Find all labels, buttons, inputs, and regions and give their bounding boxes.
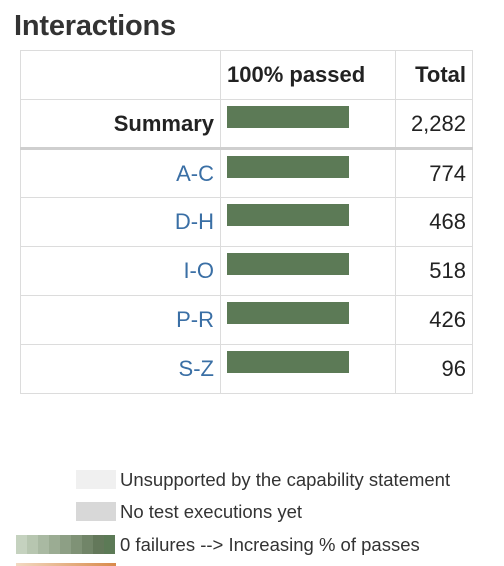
- gradient-step: [60, 535, 71, 554]
- gradient-step: [49, 535, 60, 554]
- row-link-p-r[interactable]: P-R: [176, 307, 214, 332]
- failure-gradient-swatch: [16, 563, 116, 566]
- row-label-cell: P-R: [20, 295, 221, 345]
- row-label-cell: D-H: [20, 197, 221, 247]
- row-total-cell: 518: [395, 246, 473, 296]
- row-bar-cell: [220, 344, 396, 394]
- row-link-s-z[interactable]: S-Z: [178, 356, 214, 381]
- row-link-a-c[interactable]: A-C: [176, 160, 214, 186]
- summary-row: Summary 2,282: [20, 99, 473, 150]
- gradient-step: [38, 535, 49, 554]
- summary-bar-cell: [220, 99, 396, 150]
- table-row: A-C 774: [20, 148, 473, 198]
- gradient-step: [27, 535, 38, 554]
- row-total: 468: [429, 209, 466, 234]
- table-header-row: 100% passed Total: [20, 50, 473, 100]
- row-bar-cell: [220, 148, 396, 198]
- row-bar-cell: [220, 295, 396, 345]
- row-total: 518: [429, 258, 466, 283]
- pass-bar: [227, 302, 349, 325]
- row-label-cell: S-Z: [20, 344, 221, 394]
- page-title: Interactions: [14, 10, 176, 42]
- row-label-cell: I-O: [20, 246, 221, 296]
- gradient-step: [93, 535, 104, 554]
- summary-label: Summary: [113, 110, 214, 136]
- row-total-cell: 468: [395, 197, 473, 247]
- no-exec-swatch: [76, 502, 116, 521]
- row-link-i-o[interactable]: I-O: [183, 258, 214, 283]
- pass-bar: [227, 105, 349, 128]
- summary-total-cell: 2,282: [395, 99, 473, 150]
- gradient-step: [16, 535, 27, 554]
- gradient-step: [82, 535, 93, 554]
- gradient-step: [104, 535, 115, 554]
- interactions-table: 100% passed Total Summary 2,282 A-C 774 …: [20, 50, 473, 394]
- row-total-cell: 96: [395, 344, 473, 394]
- row-total-cell: 426: [395, 295, 473, 345]
- gradient-step: [71, 535, 82, 554]
- row-total: 774: [429, 160, 466, 186]
- pass-bar: [227, 204, 349, 227]
- header-total: Total: [395, 50, 473, 100]
- legend-label-no-exec: No test executions yet: [120, 501, 303, 522]
- row-label-cell: A-C: [20, 148, 221, 198]
- pass-bar: [227, 253, 349, 276]
- row-total-cell: 774: [395, 148, 473, 198]
- pass-bar: [227, 155, 349, 178]
- summary-total: 2,282: [410, 110, 466, 136]
- table-row: S-Z 96: [20, 344, 473, 394]
- row-link-d-h[interactable]: D-H: [174, 209, 214, 234]
- summary-label-cell: Summary: [20, 99, 221, 150]
- header-cell-empty: [20, 50, 221, 100]
- pass-gradient-swatch: [16, 535, 115, 554]
- row-total: 426: [429, 307, 466, 332]
- legend-label-unsupported: Unsupported by the capability statement: [120, 469, 451, 490]
- row-bar-cell: [220, 246, 396, 296]
- legend-label-passes: 0 failures --> Increasing % of passes: [120, 534, 420, 555]
- table-row: I-O 518: [20, 246, 473, 296]
- row-bar-cell: [220, 197, 396, 247]
- pass-bar: [227, 351, 349, 374]
- header-100-passed: 100% passed: [220, 50, 396, 100]
- unsupported-swatch: [76, 470, 116, 489]
- table-row: P-R 426: [20, 295, 473, 345]
- row-total: 96: [441, 356, 466, 381]
- table-row: D-H 468: [20, 197, 473, 247]
